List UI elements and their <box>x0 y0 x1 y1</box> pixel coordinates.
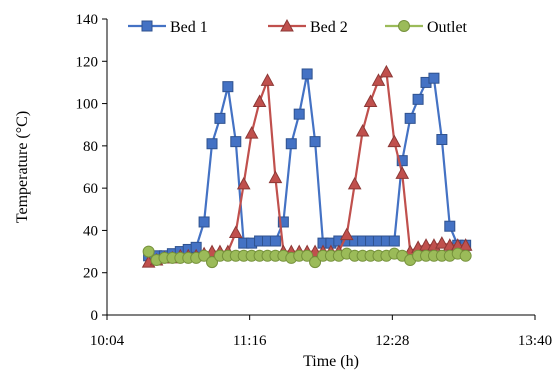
y-tick-label: 0 <box>91 308 99 324</box>
data-point <box>387 134 402 148</box>
data-point <box>142 245 155 258</box>
data-point <box>436 134 448 146</box>
data-point <box>206 256 219 269</box>
data-point <box>268 170 283 184</box>
data-point <box>244 126 259 139</box>
data-point <box>444 220 456 232</box>
legend-swatch-marker <box>141 20 153 32</box>
data-point <box>252 94 267 107</box>
data-point <box>277 216 289 228</box>
data-point <box>428 72 440 84</box>
y-axis: 0 20 40 60 80 100 120 140 <box>76 12 108 324</box>
y-tick-label: 100 <box>76 97 99 113</box>
x-tick-label: 11:16 <box>233 333 267 349</box>
x-tick-label: 13:40 <box>518 333 552 349</box>
data-point <box>206 138 218 150</box>
legend-swatch-marker <box>280 18 294 32</box>
legend-item: Outlet <box>385 19 468 36</box>
legend-label: Bed 1 <box>170 19 208 36</box>
data-point <box>236 176 251 190</box>
data-point <box>301 249 314 262</box>
data-point <box>198 249 211 262</box>
x-axis: 10:04 11:16 12:28 13:40 <box>90 314 552 349</box>
data-point <box>339 227 354 241</box>
y-axis-title: Temperature (°C) <box>14 111 31 223</box>
series-outlet <box>142 245 472 269</box>
data-point <box>230 136 242 148</box>
data-point <box>363 94 378 107</box>
data-point <box>222 81 234 93</box>
data-point <box>293 108 305 120</box>
data-point <box>214 112 226 124</box>
y-tick-label: 80 <box>83 139 98 155</box>
data-point <box>198 216 210 228</box>
legend-label: Bed 2 <box>310 19 348 36</box>
data-point <box>435 236 449 249</box>
data-point <box>269 235 281 247</box>
data-point <box>309 256 322 269</box>
data-point <box>260 73 275 86</box>
x-tick-label: 10:04 <box>90 333 125 349</box>
y-tick-label: 20 <box>83 266 98 282</box>
data-point <box>228 225 243 239</box>
x-axis-title: Time (h) <box>303 353 359 370</box>
plot-area <box>141 64 473 269</box>
data-point <box>347 176 362 190</box>
y-tick-label: 60 <box>83 181 98 197</box>
data-point <box>309 136 321 148</box>
series-bed-1 <box>143 68 472 262</box>
data-point <box>379 64 394 78</box>
data-point <box>404 112 416 124</box>
data-point <box>355 124 370 137</box>
legend: Bed 1 Bed 2 Outlet <box>128 18 468 36</box>
data-point <box>459 249 472 262</box>
x-tick-label: 12:28 <box>375 333 409 349</box>
data-point <box>395 166 410 179</box>
data-point <box>396 155 408 167</box>
data-point <box>285 138 297 150</box>
legend-label: Outlet <box>427 19 468 36</box>
legend-item: Bed 2 <box>268 18 348 36</box>
legend-swatch-marker <box>398 20 410 32</box>
legend-item: Bed 1 <box>128 19 208 36</box>
y-tick-label: 120 <box>76 54 99 70</box>
data-point <box>371 73 386 86</box>
y-tick-label: 40 <box>83 223 98 239</box>
data-point <box>412 93 424 105</box>
data-point <box>301 68 313 80</box>
y-tick-label: 140 <box>76 12 99 28</box>
data-point <box>388 235 400 247</box>
